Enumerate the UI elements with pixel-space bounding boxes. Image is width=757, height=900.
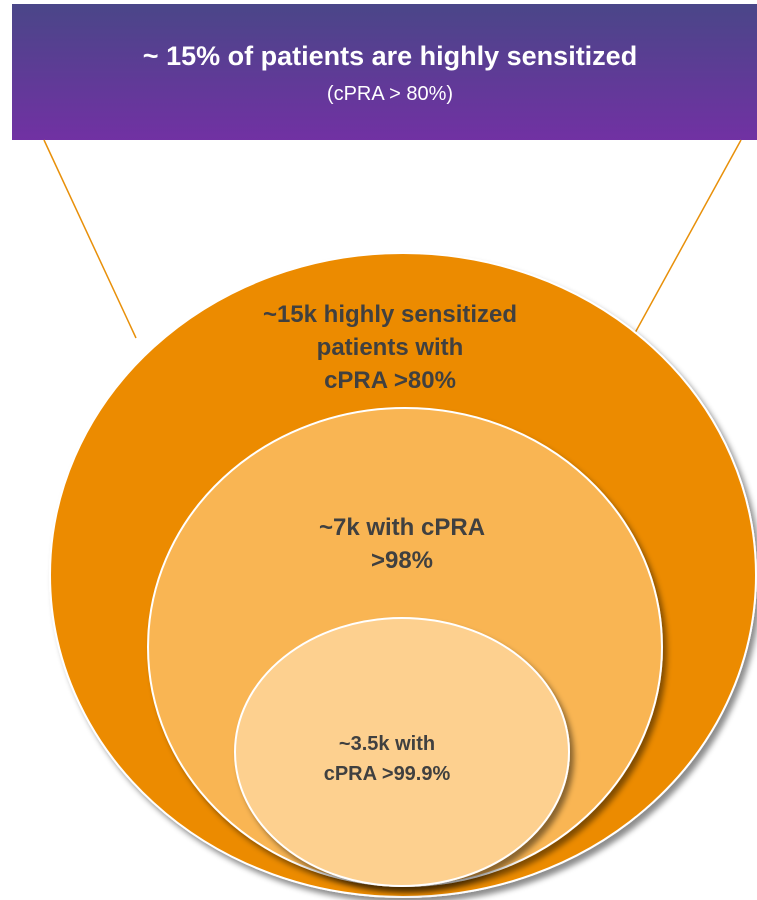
header-banner — [12, 4, 757, 140]
connector-left — [43, 139, 137, 339]
header-subtitle: (cPRA > 80%) — [327, 83, 453, 105]
circle-label: ~15k highly sensitized — [263, 301, 517, 328]
circle-label: >98% — [371, 547, 433, 574]
circle-label: cPRA >80% — [324, 367, 456, 394]
inner-circle — [234, 617, 570, 887]
labels: ~15k highly sensitized patients with cPRA … — [263, 301, 517, 785]
circle-label: cPRA >99.9% — [324, 763, 451, 785]
connector-right — [629, 139, 742, 343]
header-title: ~ 15% of patients are highly sensitized — [143, 41, 637, 71]
circle-label: patients with — [317, 334, 464, 361]
circle-label: ~7k with cPRA — [319, 514, 485, 541]
circle-label: ~3.5k with — [339, 733, 435, 755]
